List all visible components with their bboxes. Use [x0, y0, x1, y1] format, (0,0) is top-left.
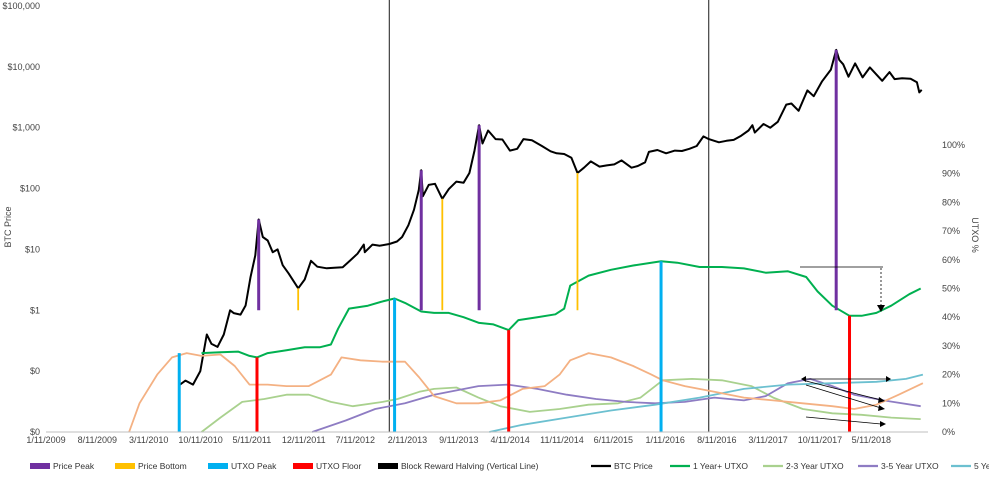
x-tick-label: 9/11/2013: [439, 435, 478, 445]
y2-tick-label: 90%: [942, 169, 960, 179]
y-tick-label: $100: [20, 184, 40, 194]
y-tick-label: $10: [25, 244, 40, 254]
x-tick-label: 4/11/2014: [490, 435, 529, 445]
x-tick-label: 8/11/2016: [697, 435, 736, 445]
trend-arrows: [800, 266, 891, 427]
y-tick-label: $100,000: [2, 1, 40, 11]
y2-tick-label: 100%: [942, 140, 965, 150]
y2-tick-label: 10%: [942, 398, 960, 408]
series-lines: [128, 48, 924, 433]
legend-swatch: [115, 463, 135, 469]
legend-label: Block Reward Halving (Vertical Line): [401, 461, 539, 471]
legend-swatch: [293, 463, 313, 469]
y2-tick-label: 60%: [942, 255, 960, 265]
legend-label: BTC Price: [614, 461, 653, 471]
series-1-year-utxo: [201, 260, 922, 359]
legend: Price Peak Price Bottom UTXO Peak UTXO Floo…: [30, 461, 989, 471]
y2-tick-label: 70%: [942, 226, 960, 236]
y-tick-label: $10,000: [7, 62, 40, 72]
series-1-2-year-utxo: [128, 352, 924, 433]
legend-label: UTXO Peak: [231, 461, 277, 471]
x-tick-label: 3/11/2010: [129, 435, 168, 445]
event-markers: [177, 49, 852, 432]
trend-arrow-right-a-tail: [801, 376, 806, 382]
y-tick-label: $0: [30, 366, 40, 376]
trend-arrow-diag-a-head: [878, 397, 885, 403]
legend-label: UTXO Floor: [316, 461, 362, 471]
legend-label: 1 Year+ UTXO: [693, 461, 748, 471]
trend-arrow-low-head: [880, 421, 886, 427]
y2-tick-label: 50%: [942, 284, 960, 294]
legend-swatch: [30, 463, 50, 469]
axes: $0 $0 $1 $10 $100 $1,000 $10,000 $100,000 0% 10% 2…: [2, 1, 965, 445]
legend-label: Price Peak: [53, 461, 95, 471]
series-btc-price: [179, 48, 923, 386]
trend-arrow-diag-a: [805, 380, 882, 401]
x-tick-label: 2/11/2013: [388, 435, 427, 445]
trend-arrow-diag-b: [805, 384, 882, 409]
legend-label: 3-5 Year UTXO: [881, 461, 939, 471]
x-tick-label: 3/11/2017: [748, 435, 787, 445]
x-tick-label: 8/11/2009: [78, 435, 117, 445]
x-tick-label: 12/11/2011: [282, 435, 326, 445]
x-tick-label: 1/11/2009: [26, 435, 65, 445]
trend-arrow-diag-b-head: [878, 405, 885, 411]
series-5-year-utxo: [489, 373, 924, 433]
y2-tick-label: 40%: [942, 312, 960, 322]
y-tick-label: $0: [30, 427, 40, 437]
x-tick-label: 5/11/2018: [852, 435, 891, 445]
x-tick-label: 6/11/2015: [594, 435, 633, 445]
y-tick-label: $1,000: [12, 123, 40, 133]
y-tick-label: $1: [30, 305, 40, 315]
y2-tick-label: 30%: [942, 341, 960, 351]
y-axis-label: BTC Price: [3, 206, 13, 247]
y2-tick-label: 80%: [942, 197, 960, 207]
x-tick-label: 10/11/2010: [178, 435, 222, 445]
series-3-5-year-utxo: [311, 377, 921, 433]
x-tick-label: 7/11/2012: [336, 435, 375, 445]
trend-arrow-low: [805, 416, 882, 425]
legend-label: 5 Year + UTXO: [974, 461, 989, 471]
trend-arrow-right-a-head: [886, 376, 891, 382]
trend-arrow-long-head: [877, 305, 885, 312]
x-tick-label: 1/11/2016: [645, 435, 684, 445]
x-tick-label: 5/11/2011: [233, 435, 272, 445]
legend-label: Price Bottom: [138, 461, 187, 471]
halving-lines: [388, 0, 710, 432]
y2-tick-label: 0%: [942, 427, 955, 437]
legend-swatch: [378, 463, 398, 469]
y2-tick-label: 20%: [942, 370, 960, 380]
series-2-3-year-utxo: [200, 377, 921, 433]
legend-label: 2-3 Year UTXO: [786, 461, 844, 471]
x-tick-label: 11/11/2014: [540, 435, 584, 445]
legend-swatch: [208, 463, 228, 469]
x-tick-label: 10/11/2017: [798, 435, 842, 445]
y2-axis-label: UTXO %: [970, 217, 980, 253]
